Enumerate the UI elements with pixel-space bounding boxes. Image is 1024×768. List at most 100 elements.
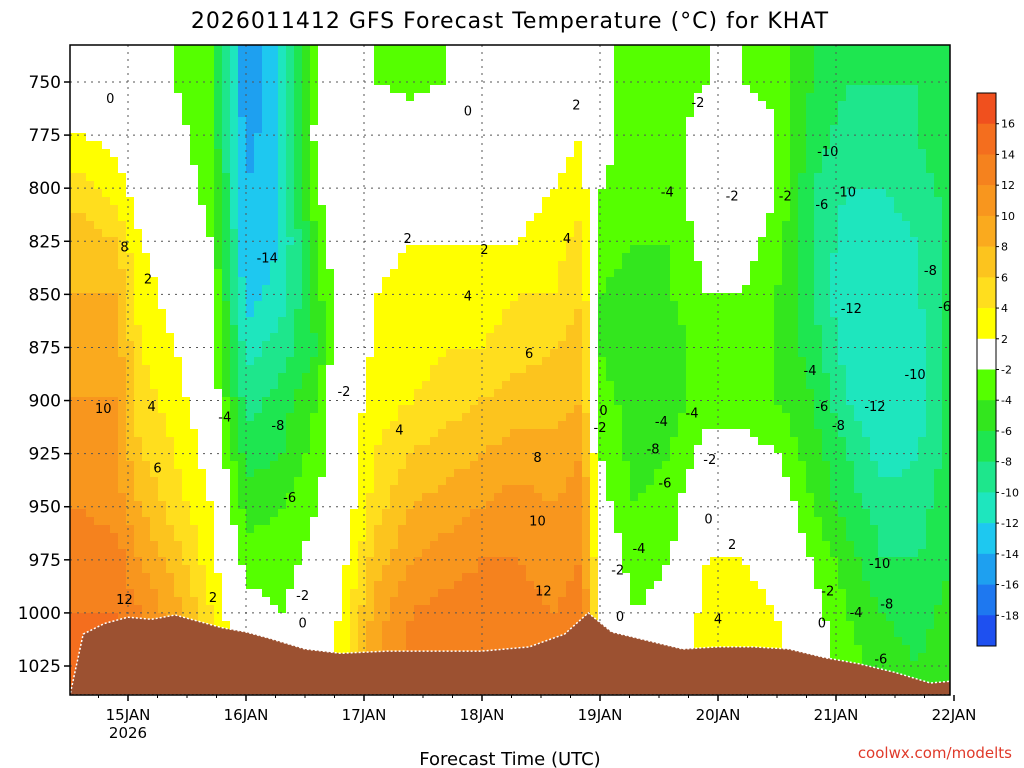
temperature-cell <box>542 157 551 166</box>
temperature-cell <box>86 413 95 422</box>
temperature-cell <box>134 61 143 70</box>
temperature-cell <box>334 477 343 486</box>
temperature-cell <box>518 357 527 366</box>
temperature-cell <box>190 301 199 310</box>
temperature-cell <box>222 53 231 62</box>
temperature-cell <box>270 333 279 342</box>
temperature-cell <box>182 437 191 446</box>
temperature-cell <box>294 117 303 126</box>
temperature-cell <box>182 445 191 454</box>
temperature-cell <box>518 501 527 510</box>
temperature-cell <box>158 197 167 206</box>
temperature-cell <box>302 45 311 54</box>
temperature-cell <box>390 205 399 214</box>
temperature-cell <box>270 485 279 494</box>
temperature-cell <box>278 261 287 270</box>
temperature-cell <box>510 309 519 318</box>
temperature-cell <box>142 109 151 118</box>
temperature-cell <box>334 45 343 54</box>
temperature-cell <box>166 477 175 486</box>
temperature-cell <box>342 85 351 94</box>
temperature-cell <box>102 229 111 238</box>
temperature-cell <box>366 381 375 390</box>
temperature-cell <box>542 421 551 430</box>
temperature-cell <box>286 365 295 374</box>
temperature-cell <box>350 117 359 126</box>
temperature-cell <box>454 493 463 502</box>
temperature-cell <box>334 501 343 510</box>
temperature-cell <box>166 181 175 190</box>
temperature-cell <box>478 565 487 574</box>
temperature-cell <box>350 565 359 574</box>
temperature-cell <box>350 477 359 486</box>
temperature-cell <box>278 477 287 486</box>
temperature-cell <box>198 485 207 494</box>
temperature-cell <box>86 285 95 294</box>
temperature-cell <box>206 285 215 294</box>
temperature-cell <box>310 621 319 630</box>
temperature-cell <box>70 661 79 670</box>
temperature-cell <box>126 565 135 574</box>
temperature-cell <box>310 69 319 78</box>
temperature-cell <box>246 205 255 214</box>
temperature-cell <box>230 229 239 238</box>
temperature-cell <box>438 269 447 278</box>
temperature-cell <box>366 229 375 238</box>
temperature-cell <box>406 645 415 654</box>
temperature-cell <box>382 549 391 558</box>
temperature-cell <box>134 477 143 486</box>
temperature-cell <box>358 341 367 350</box>
temperature-cell <box>502 221 511 230</box>
temperature-cell <box>390 245 399 254</box>
temperature-cell <box>230 445 239 454</box>
temperature-cell <box>350 325 359 334</box>
temperature-cell <box>134 485 143 494</box>
temperature-cell <box>438 477 447 486</box>
temperature-cell <box>398 589 407 598</box>
temperature-cell <box>366 413 375 422</box>
temperature-cell <box>462 437 471 446</box>
temperature-cell <box>438 293 447 302</box>
temperature-cell <box>94 125 103 134</box>
temperature-cell <box>174 493 183 502</box>
temperature-cell <box>190 549 199 558</box>
temperature-cell <box>486 429 495 438</box>
temperature-cell <box>350 149 359 158</box>
temperature-cell <box>118 77 127 86</box>
temperature-cell <box>390 341 399 350</box>
temperature-cell <box>78 309 87 318</box>
temperature-cell <box>390 301 399 310</box>
temperature-cell <box>334 389 343 398</box>
temperature-cell <box>358 141 367 150</box>
temperature-cell <box>150 421 159 430</box>
temperature-cell <box>302 373 311 382</box>
temperature-cell <box>430 253 439 262</box>
temperature-cell <box>478 453 487 462</box>
temperature-cell <box>518 605 527 614</box>
temperature-cell <box>342 205 351 214</box>
temperature-cell <box>270 285 279 294</box>
temperature-cell <box>150 605 159 614</box>
temperature-cell <box>446 285 455 294</box>
temperature-cell <box>502 277 511 286</box>
temperature-cell <box>462 245 471 254</box>
temperature-cell <box>518 85 527 94</box>
temperature-cell <box>550 365 559 374</box>
temperature-cell <box>430 205 439 214</box>
temperature-cell <box>390 573 399 582</box>
temperature-cell <box>174 213 183 222</box>
temperature-cell <box>158 213 167 222</box>
temperature-cell <box>182 253 191 262</box>
temperature-cell <box>222 525 231 534</box>
temperature-cell <box>230 149 239 158</box>
temperature-cell <box>550 317 559 326</box>
temperature-cell <box>150 61 159 70</box>
temperature-cell <box>94 525 103 534</box>
temperature-cell <box>70 485 79 494</box>
temperature-cell <box>374 85 383 94</box>
temperature-cell <box>206 613 215 622</box>
temperature-cell <box>246 621 255 630</box>
temperature-cell <box>302 325 311 334</box>
temperature-cell <box>246 501 255 510</box>
temperature-cell <box>398 605 407 614</box>
